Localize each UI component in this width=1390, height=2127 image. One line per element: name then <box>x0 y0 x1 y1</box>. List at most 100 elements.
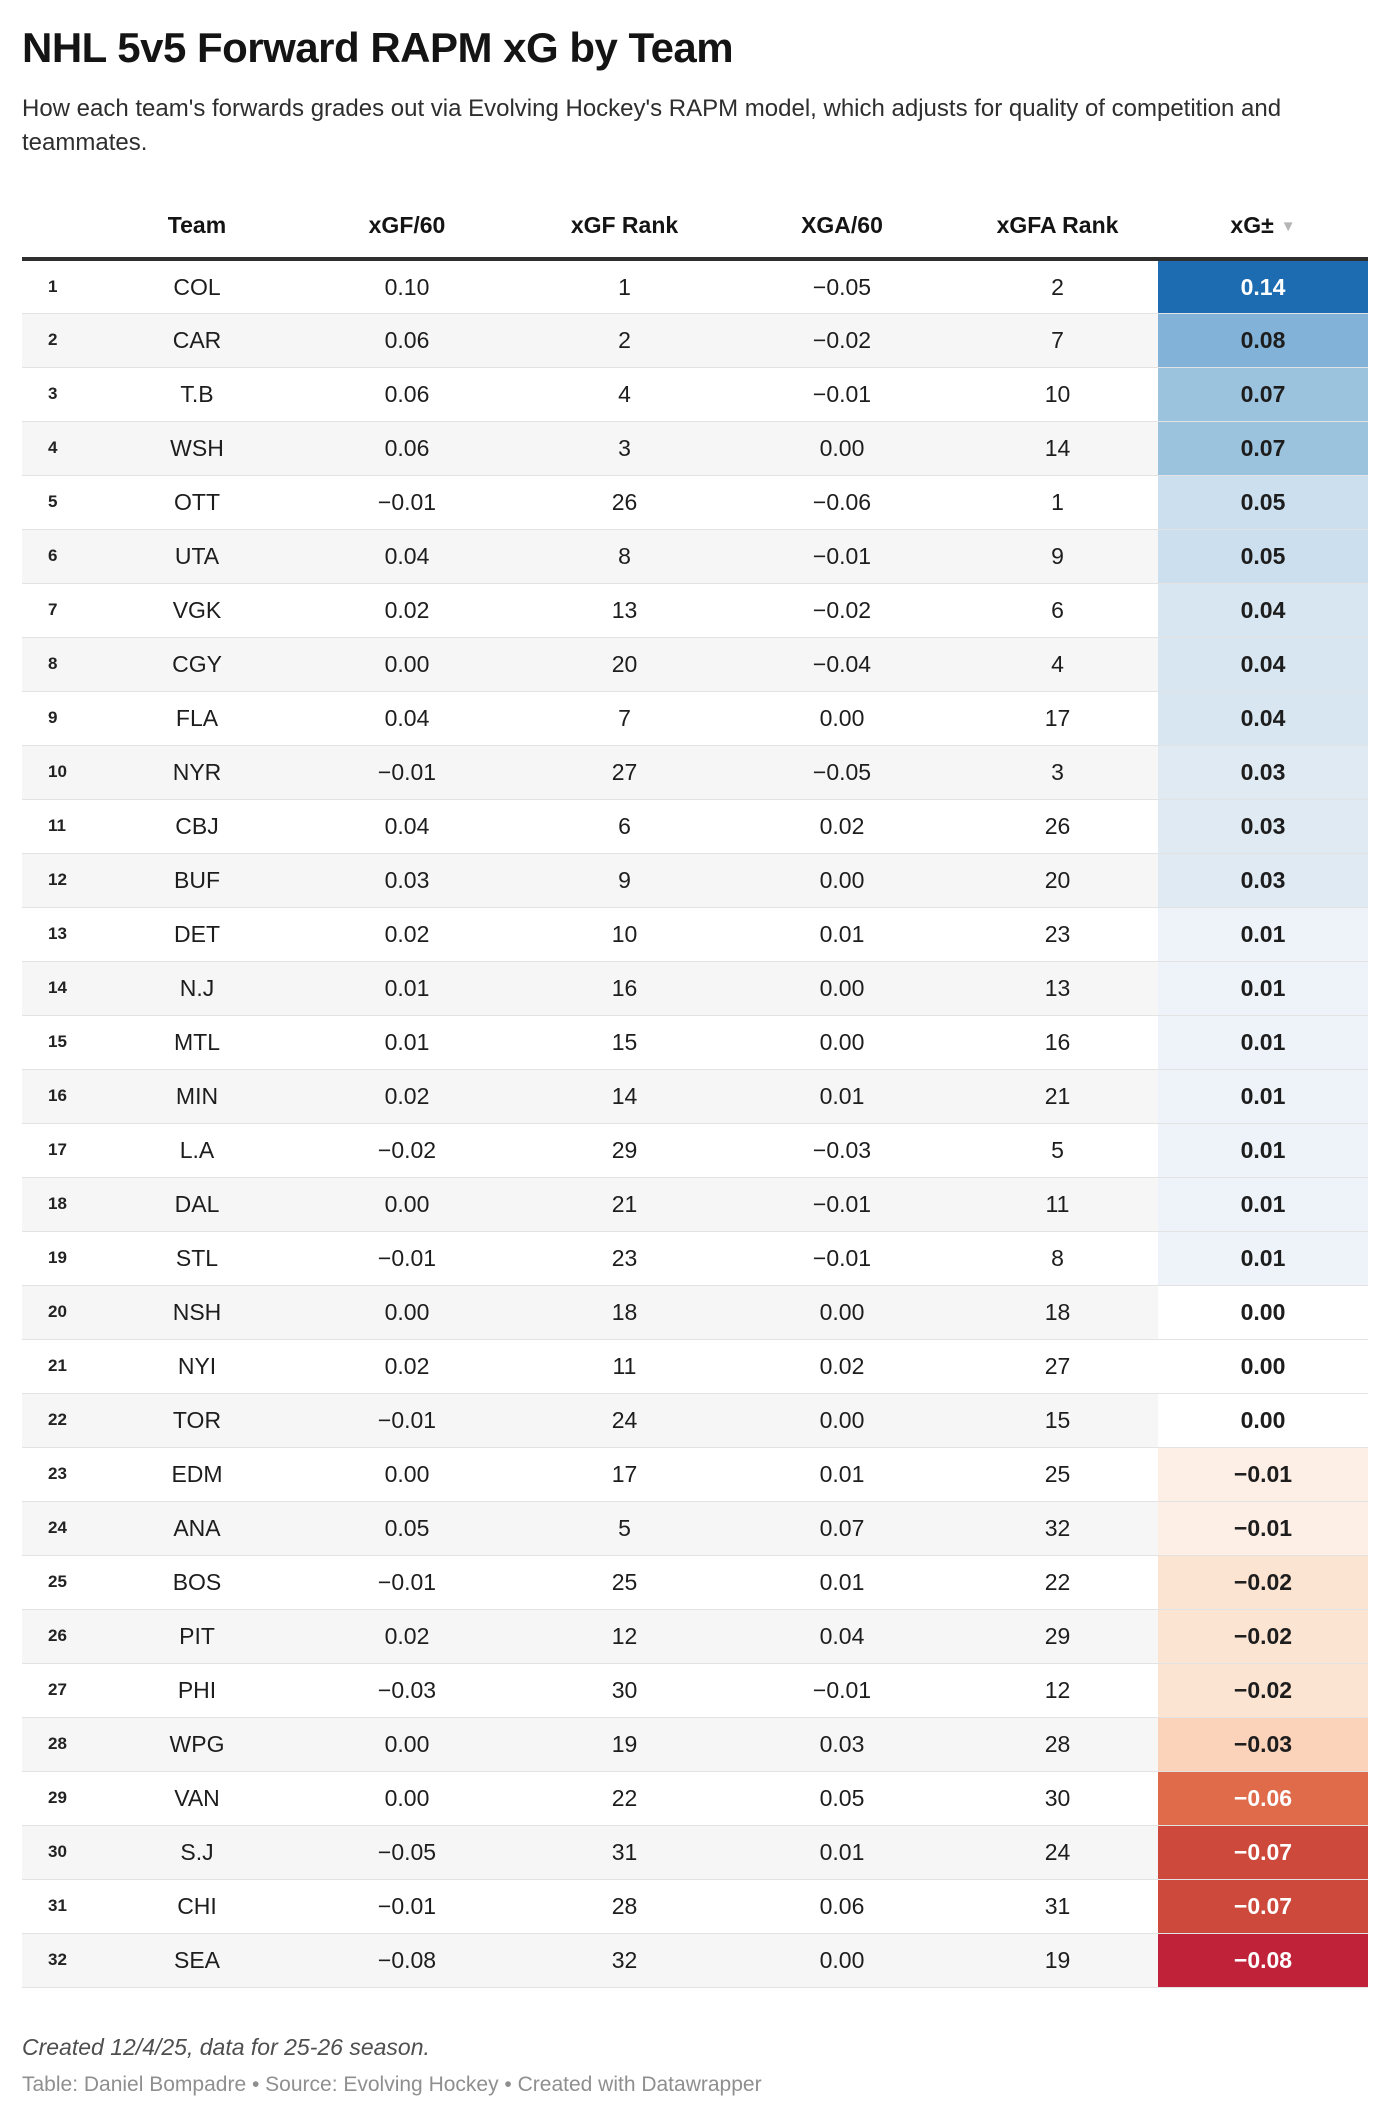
table-row: 15 MTL 0.01 15 0.00 16 0.01 <box>22 1015 1368 1070</box>
col-header-team[interactable]: Team <box>102 198 292 262</box>
xga60-cell: −0.05 <box>727 745 957 800</box>
row-rank: 1 <box>22 259 102 314</box>
xg-plusminus-cell: 0.05 <box>1158 475 1368 530</box>
xgf60-cell: 0.01 <box>292 1015 522 1070</box>
xgfa-rank-cell: 25 <box>957 1447 1158 1502</box>
xgfa-rank-cell: 32 <box>957 1501 1158 1556</box>
xgf-rank-cell: 29 <box>522 1123 727 1178</box>
xgf60-cell: −0.05 <box>292 1825 522 1880</box>
team-cell: VAN <box>102 1771 292 1826</box>
col-header-xgf60[interactable]: xGF/60 <box>292 198 522 262</box>
xgf60-cell: 0.02 <box>292 1609 522 1664</box>
table-row: 28 WPG 0.00 19 0.03 28 −0.03 <box>22 1717 1368 1772</box>
team-cell: BOS <box>102 1555 292 1610</box>
xgfa-rank-cell: 12 <box>957 1663 1158 1718</box>
col-header-xg-plusminus[interactable]: xG± ▼ <box>1158 198 1368 262</box>
col-header-xgf-rank[interactable]: xGF Rank <box>522 198 727 262</box>
xgf-rank-cell: 15 <box>522 1015 727 1070</box>
team-cell: ANA <box>102 1501 292 1556</box>
table-row: 26 PIT 0.02 12 0.04 29 −0.02 <box>22 1609 1368 1664</box>
row-rank: 32 <box>22 1933 102 1988</box>
col-header-rank <box>22 198 102 262</box>
row-rank: 28 <box>22 1717 102 1772</box>
xg-plusminus-cell: 0.00 <box>1158 1339 1368 1394</box>
team-cell: WPG <box>102 1717 292 1772</box>
xgf60-cell: −0.01 <box>292 1879 522 1934</box>
xgfa-rank-cell: 30 <box>957 1771 1158 1826</box>
xgf60-cell: −0.01 <box>292 475 522 530</box>
xgf-rank-cell: 12 <box>522 1609 727 1664</box>
xga60-cell: 0.00 <box>727 961 957 1016</box>
table-row: 5 OTT −0.01 26 −0.06 1 0.05 <box>22 475 1368 530</box>
xga60-cell: −0.06 <box>727 475 957 530</box>
row-rank: 24 <box>22 1501 102 1556</box>
xgf60-cell: 0.02 <box>292 1339 522 1394</box>
xgf60-cell: −0.02 <box>292 1123 522 1178</box>
xg-plusminus-cell: 0.01 <box>1158 1231 1368 1286</box>
xg-plusminus-cell: 0.04 <box>1158 691 1368 746</box>
col-header-xga60[interactable]: XGA/60 <box>727 198 957 262</box>
team-cell: MIN <box>102 1069 292 1124</box>
team-cell: MTL <box>102 1015 292 1070</box>
table-row: 19 STL −0.01 23 −0.01 8 0.01 <box>22 1231 1368 1286</box>
table-row: 32 SEA −0.08 32 0.00 19 −0.08 <box>22 1933 1368 1988</box>
xgfa-rank-cell: 24 <box>957 1825 1158 1880</box>
xga60-cell: 0.00 <box>727 1285 957 1340</box>
xgf-rank-cell: 28 <box>522 1879 727 1934</box>
table-row: 31 CHI −0.01 28 0.06 31 −0.07 <box>22 1879 1368 1934</box>
table-row: 11 CBJ 0.04 6 0.02 26 0.03 <box>22 799 1368 854</box>
xga60-cell: −0.03 <box>727 1123 957 1178</box>
xgf60-cell: −0.01 <box>292 1393 522 1448</box>
team-cell: NSH <box>102 1285 292 1340</box>
xg-plusminus-cell: 0.08 <box>1158 313 1368 368</box>
xgf-rank-cell: 3 <box>522 421 727 476</box>
xga60-cell: −0.01 <box>727 1231 957 1286</box>
xgf-rank-cell: 2 <box>522 313 727 368</box>
table-row: 20 NSH 0.00 18 0.00 18 0.00 <box>22 1285 1368 1340</box>
xga60-cell: 0.01 <box>727 1447 957 1502</box>
xgf60-cell: −0.01 <box>292 745 522 800</box>
team-cell: CBJ <box>102 799 292 854</box>
row-rank: 20 <box>22 1285 102 1340</box>
table-row: 8 CGY 0.00 20 −0.04 4 0.04 <box>22 637 1368 692</box>
xgf-rank-cell: 16 <box>522 961 727 1016</box>
row-rank: 3 <box>22 367 102 422</box>
xgfa-rank-cell: 19 <box>957 1933 1158 1988</box>
xgf-rank-cell: 9 <box>522 853 727 908</box>
xg-plusminus-cell: −0.08 <box>1158 1933 1368 1988</box>
xga60-cell: 0.03 <box>727 1717 957 1772</box>
xgfa-rank-cell: 3 <box>957 745 1158 800</box>
xgfa-rank-cell: 6 <box>957 583 1158 638</box>
xgf-rank-cell: 26 <box>522 475 727 530</box>
xgf-rank-cell: 20 <box>522 637 727 692</box>
team-cell: FLA <box>102 691 292 746</box>
team-cell: DET <box>102 907 292 962</box>
xga60-cell: 0.01 <box>727 1069 957 1124</box>
row-rank: 30 <box>22 1825 102 1880</box>
xgfa-rank-cell: 27 <box>957 1339 1158 1394</box>
table-row: 30 S.J −0.05 31 0.01 24 −0.07 <box>22 1825 1368 1880</box>
xgfa-rank-cell: 29 <box>957 1609 1158 1664</box>
row-rank: 5 <box>22 475 102 530</box>
col-header-xgfa-rank[interactable]: xGFA Rank <box>957 198 1158 262</box>
xgf60-cell: 0.04 <box>292 691 522 746</box>
xgf-rank-cell: 1 <box>522 259 727 314</box>
xga60-cell: −0.01 <box>727 1177 957 1232</box>
team-cell: N.J <box>102 961 292 1016</box>
xga60-cell: 0.00 <box>727 1933 957 1988</box>
team-cell: CHI <box>102 1879 292 1934</box>
xgf60-cell: 0.00 <box>292 1447 522 1502</box>
team-cell: STL <box>102 1231 292 1286</box>
row-rank: 19 <box>22 1231 102 1286</box>
xg-plusminus-cell: 0.03 <box>1158 799 1368 854</box>
team-cell: OTT <box>102 475 292 530</box>
xga60-cell: −0.01 <box>727 529 957 584</box>
xgf60-cell: 0.04 <box>292 529 522 584</box>
xgfa-rank-cell: 5 <box>957 1123 1158 1178</box>
xga60-cell: 0.04 <box>727 1609 957 1664</box>
xga60-cell: −0.04 <box>727 637 957 692</box>
xgf-rank-cell: 18 <box>522 1285 727 1340</box>
xgfa-rank-cell: 4 <box>957 637 1158 692</box>
row-rank: 4 <box>22 421 102 476</box>
